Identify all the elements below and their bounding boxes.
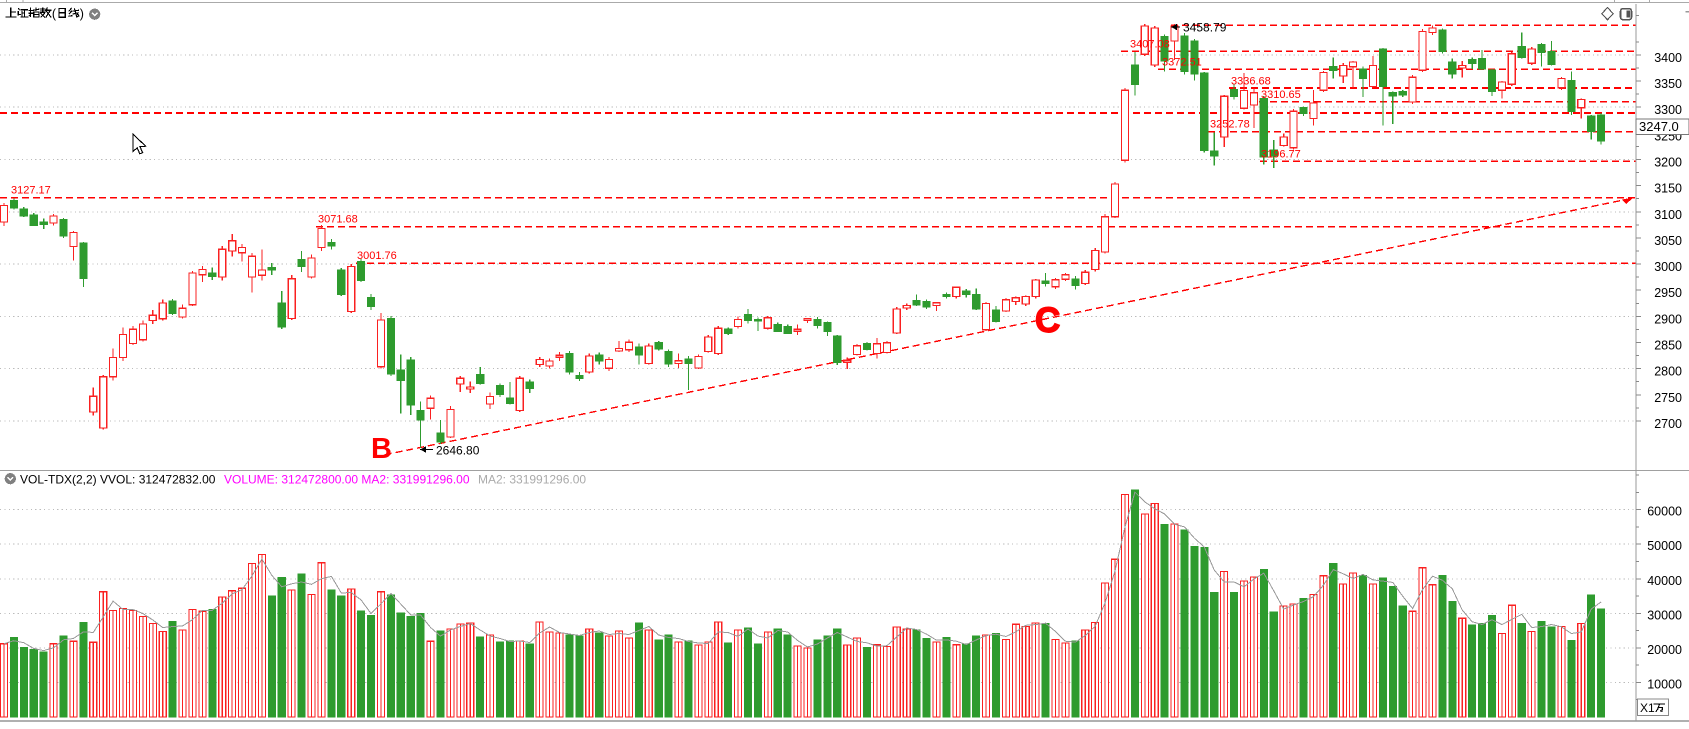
svg-text:2950: 2950 xyxy=(1654,286,1682,300)
svg-text:30000: 30000 xyxy=(1647,608,1682,622)
svg-text:10000: 10000 xyxy=(1647,678,1682,692)
svg-text:3071.68: 3071.68 xyxy=(318,214,358,226)
svg-text:3247.0: 3247.0 xyxy=(1639,119,1679,134)
svg-text:2800: 2800 xyxy=(1654,365,1682,379)
svg-text:2750: 2750 xyxy=(1654,391,1682,405)
svg-text:3372.51: 3372.51 xyxy=(1162,57,1202,69)
svg-text:40000: 40000 xyxy=(1647,574,1682,588)
svg-text:3407.08: 3407.08 xyxy=(1130,39,1170,51)
svg-text:3001.76: 3001.76 xyxy=(357,250,397,262)
svg-text:2900: 2900 xyxy=(1654,312,1682,326)
svg-text:C: C xyxy=(1035,301,1060,340)
svg-text:3336.68: 3336.68 xyxy=(1231,76,1271,88)
svg-text:3127.17: 3127.17 xyxy=(11,185,51,197)
svg-text:20000: 20000 xyxy=(1647,643,1682,657)
svg-text:3050: 3050 xyxy=(1654,234,1682,248)
svg-text:50000: 50000 xyxy=(1647,539,1682,553)
svg-text:3400: 3400 xyxy=(1654,51,1682,65)
svg-text:2850: 2850 xyxy=(1654,339,1682,353)
svg-text:2700: 2700 xyxy=(1654,417,1682,431)
svg-text:X1: X1 xyxy=(1640,701,1655,715)
svg-text:3196.77: 3196.77 xyxy=(1261,149,1301,161)
svg-text:3300: 3300 xyxy=(1654,103,1682,117)
svg-text:B: B xyxy=(371,433,392,465)
svg-text:VOL-TDX(2,2) VVOL: 312472832.: VOL-TDX(2,2) VVOL: 312472832.00 xyxy=(20,473,216,487)
svg-text:3100: 3100 xyxy=(1654,208,1682,222)
svg-text:3350: 3350 xyxy=(1654,77,1682,91)
svg-text:): ) xyxy=(80,7,84,21)
svg-text:VOLUME: 312472800.00 MA2: 331: VOLUME: 312472800.00 MA2: 331991296.00 xyxy=(224,473,470,487)
svg-text:3310.65: 3310.65 xyxy=(1261,89,1301,101)
svg-text:3000: 3000 xyxy=(1654,260,1682,274)
svg-text:2646.80: 2646.80 xyxy=(436,444,480,458)
svg-text:3458.79: 3458.79 xyxy=(1183,21,1227,35)
svg-text:3150: 3150 xyxy=(1654,182,1682,196)
svg-text:3252.78: 3252.78 xyxy=(1210,119,1250,131)
svg-text:3200: 3200 xyxy=(1654,156,1682,170)
svg-text:MA2: 331991296.00: MA2: 331991296.00 xyxy=(478,473,586,487)
svg-text:60000: 60000 xyxy=(1647,505,1682,519)
